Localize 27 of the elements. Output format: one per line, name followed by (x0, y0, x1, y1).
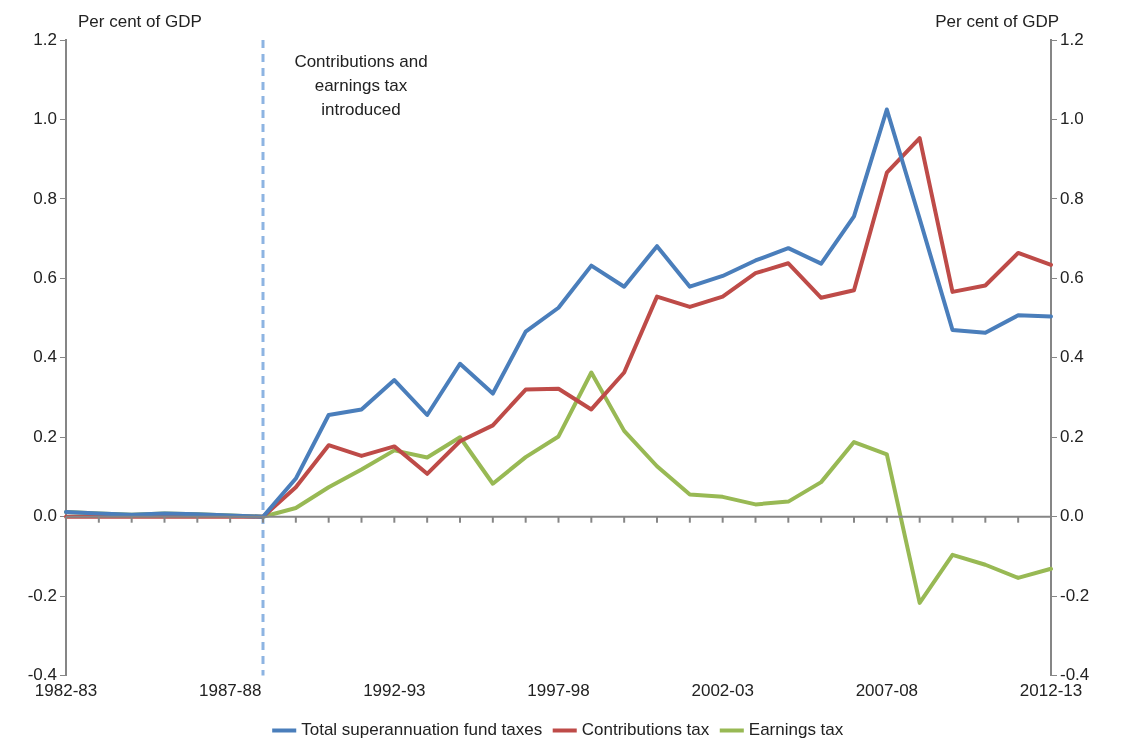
y-tick-label: 0.2 (33, 426, 57, 446)
y2-axis-title: Per cent of GDP (935, 12, 1059, 32)
y-tick-label: 0.8 (33, 188, 57, 208)
y2-tick-label: 1.2 (1060, 29, 1084, 49)
y2-tick-label: 0.6 (1060, 268, 1084, 288)
annotation: Contributions and earnings tax introduced (294, 52, 428, 120)
x-tick-label: 1987-88 (198, 681, 262, 701)
y-tick-label: -0.2 (27, 585, 57, 605)
legend-label: Total superannuation fund taxes (301, 720, 543, 740)
y2-tick-label: 0.8 (1060, 188, 1084, 208)
y-tick-label: 1.2 (33, 29, 57, 49)
y2-tick-label: 0.4 (1060, 347, 1084, 367)
y-axis-title: Per cent of GDP (78, 12, 202, 32)
y2-tick-label: 0.2 (1060, 426, 1084, 446)
y-tick-label: 0.4 (33, 347, 57, 367)
legend-label: Contributions tax (581, 720, 710, 740)
y2-tick-label: 0.0 (1060, 506, 1084, 526)
y-tick-label: 1.0 (33, 109, 57, 129)
x-tick-label: 2007-08 (855, 681, 919, 701)
x-tick-label: 1997-98 (527, 681, 590, 701)
y-tick-label: 0.6 (33, 268, 57, 288)
y-tick-label: 0.0 (33, 506, 57, 526)
legend-label: Earnings tax (748, 720, 844, 740)
y2-tick-label: 1.0 (1060, 109, 1084, 129)
y2-tick-label: -0.2 (1060, 585, 1090, 605)
x-tick-label: 1992-93 (363, 681, 426, 701)
x-tick-label: 2002-03 (691, 681, 754, 701)
